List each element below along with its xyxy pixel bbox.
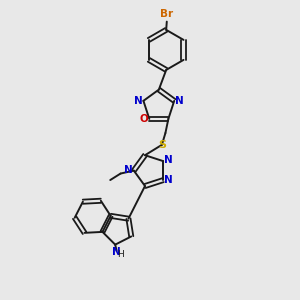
Text: S: S xyxy=(158,140,166,150)
Text: O: O xyxy=(140,114,148,124)
Text: N: N xyxy=(124,165,133,175)
Text: N: N xyxy=(175,96,184,106)
Text: N: N xyxy=(164,175,173,185)
Text: N: N xyxy=(164,155,173,165)
Text: Br: Br xyxy=(160,9,173,19)
Text: N: N xyxy=(134,96,142,106)
Text: N: N xyxy=(112,247,121,257)
Text: H: H xyxy=(117,250,124,259)
